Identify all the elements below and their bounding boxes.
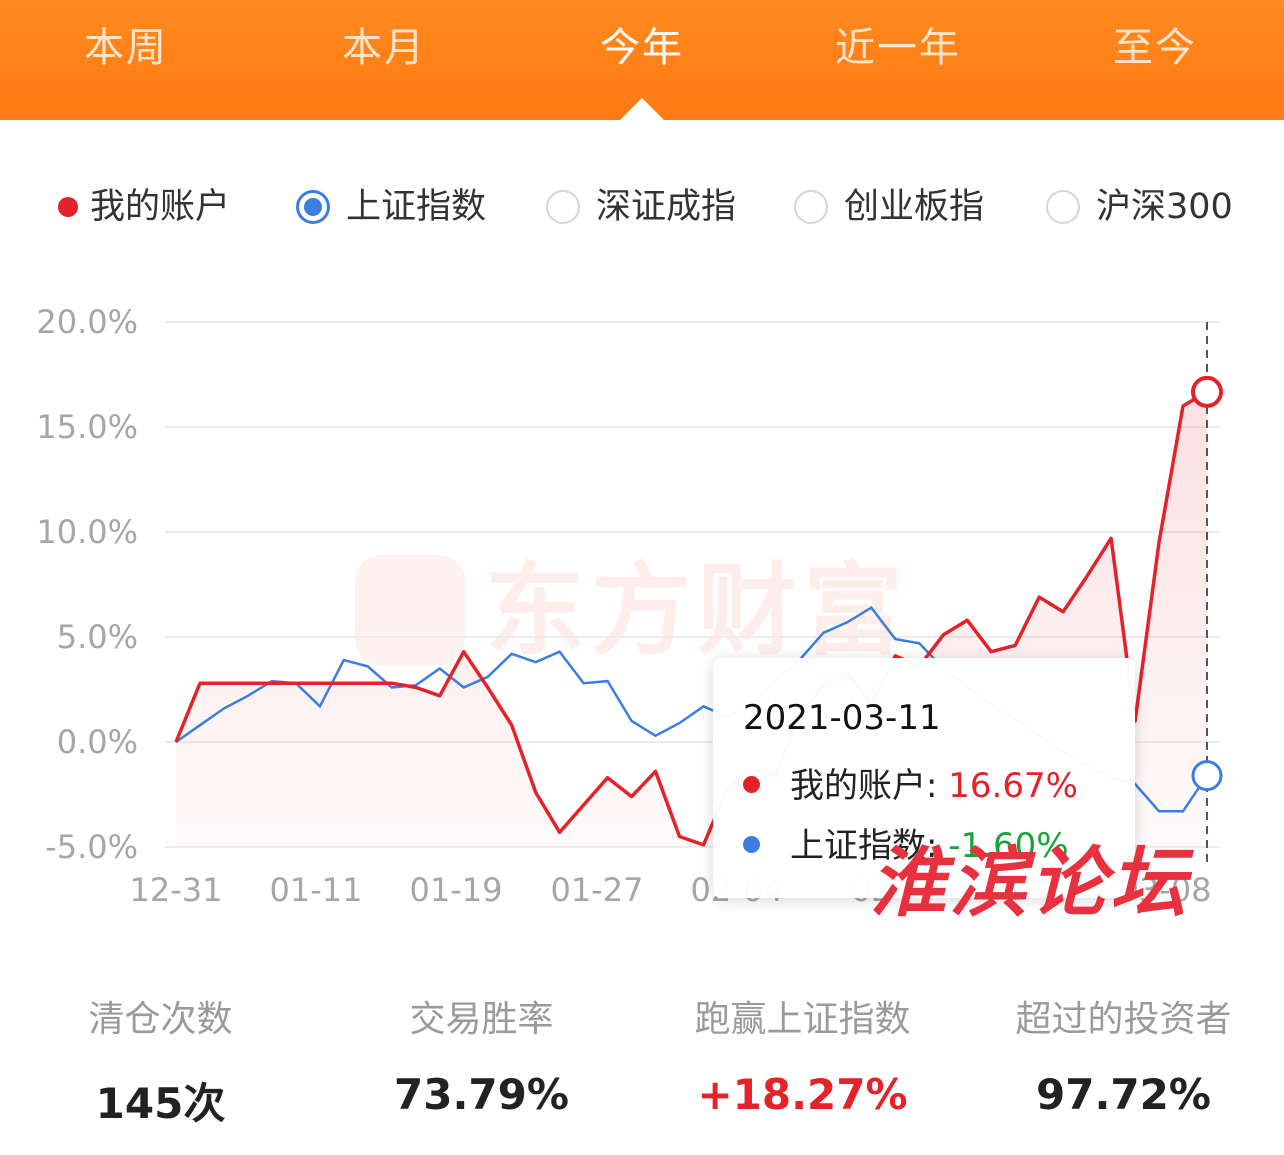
tab-this-year[interactable]: 今年 xyxy=(600,25,684,71)
x-tick-label: 12-31 xyxy=(130,871,223,909)
stat-beat-investors: 超过的投资者 97.72% xyxy=(963,990,1284,1119)
tooltip-date: 2021-03-11 xyxy=(743,698,941,738)
red-dot-icon xyxy=(743,776,760,793)
active-tab-pointer-icon xyxy=(620,98,664,120)
y-tick-label: 15.0% xyxy=(36,408,138,446)
stat-value: 145次 xyxy=(95,1079,226,1128)
stat-value: 73.79% xyxy=(394,1070,569,1119)
period-tab-bar: 本周 本月 今年 近一年 至今 xyxy=(0,0,1284,120)
tab-past-year[interactable]: 近一年 xyxy=(835,25,961,71)
legend-csi300-label: 沪深300 xyxy=(1096,187,1233,227)
tab-this-month[interactable]: 本月 xyxy=(342,25,426,71)
eastmoney-logo-watermark-icon xyxy=(355,555,465,665)
brand-watermark: 东方财富 xyxy=(485,551,909,669)
y-tick-label: 5.0% xyxy=(57,618,138,656)
radio-selected-icon[interactable] xyxy=(296,190,330,224)
stat-clear-count: 清仓次数 145次 xyxy=(0,990,321,1131)
legend-chinext-index-label: 创业板指 xyxy=(844,187,985,227)
stat-label: 清仓次数 xyxy=(88,999,233,1040)
radio-unselected-icon[interactable] xyxy=(1046,190,1080,224)
chart-tooltip: 2021-03-11 我的账户: 16.67% 上证指数: -1.60% xyxy=(713,658,1135,898)
tooltip-series-name: 上证指数 xyxy=(790,826,926,866)
legend-my-account[interactable]: 我的账户 xyxy=(58,182,258,232)
stat-value: +18.27% xyxy=(697,1070,908,1119)
legend-shanghai-index[interactable]: 上证指数 xyxy=(296,182,506,232)
tooltip-row-my-account: 我的账户: 16.67% xyxy=(743,758,1078,807)
y-tick-label: 20.0% xyxy=(36,303,138,341)
y-tick-label: 0.0% xyxy=(57,723,138,761)
stat-label: 跑赢上证指数 xyxy=(694,999,911,1040)
stat-beat-index: 跑赢上证指数 +18.27% xyxy=(642,990,963,1119)
shanghai-index-highlight-point[interactable] xyxy=(1191,760,1223,792)
stat-label: 交易胜率 xyxy=(409,999,554,1040)
x-tick-label: 01-19 xyxy=(410,871,503,909)
x-tick-label: 01-27 xyxy=(551,871,644,909)
tab-to-date[interactable]: 至今 xyxy=(1113,25,1197,71)
tab-this-week[interactable]: 本周 xyxy=(84,25,168,71)
red-dot-icon xyxy=(58,197,78,217)
series-line-my-account xyxy=(174,390,1208,847)
tooltip-series-name: 我的账户 xyxy=(790,766,926,806)
radio-unselected-icon[interactable] xyxy=(794,190,828,224)
forum-watermark: 淮滨论坛 xyxy=(870,838,1190,927)
tooltip-row-shanghai-index: 上证指数: -1.60% xyxy=(743,818,1069,867)
legend-shenzhen-index[interactable]: 深证成指 xyxy=(546,182,756,232)
tooltip-my-account-value: 16.67% xyxy=(948,766,1078,806)
y-tick-label: -5.0% xyxy=(45,828,138,866)
tooltip-shanghai-index-value: -1.60% xyxy=(948,826,1069,866)
stat-label: 超过的投资者 xyxy=(1015,999,1232,1040)
x-tick-label: 01-11 xyxy=(270,871,363,909)
stat-value: 97.72% xyxy=(1036,1070,1211,1119)
legend-my-account-label: 我的账户 xyxy=(90,187,231,227)
legend-csi300[interactable]: 沪深300 xyxy=(1046,182,1256,232)
legend-shanghai-index-label: 上证指数 xyxy=(346,187,487,227)
radio-unselected-icon[interactable] xyxy=(546,190,580,224)
legend-shenzhen-index-label: 深证成指 xyxy=(596,187,737,227)
y-tick-label: 10.0% xyxy=(36,513,138,551)
legend-chinext-index[interactable]: 创业板指 xyxy=(794,182,1004,232)
my-account-highlight-point[interactable] xyxy=(1191,375,1223,408)
blue-dot-icon xyxy=(743,836,760,853)
stat-win-rate: 交易胜率 73.79% xyxy=(321,990,642,1119)
